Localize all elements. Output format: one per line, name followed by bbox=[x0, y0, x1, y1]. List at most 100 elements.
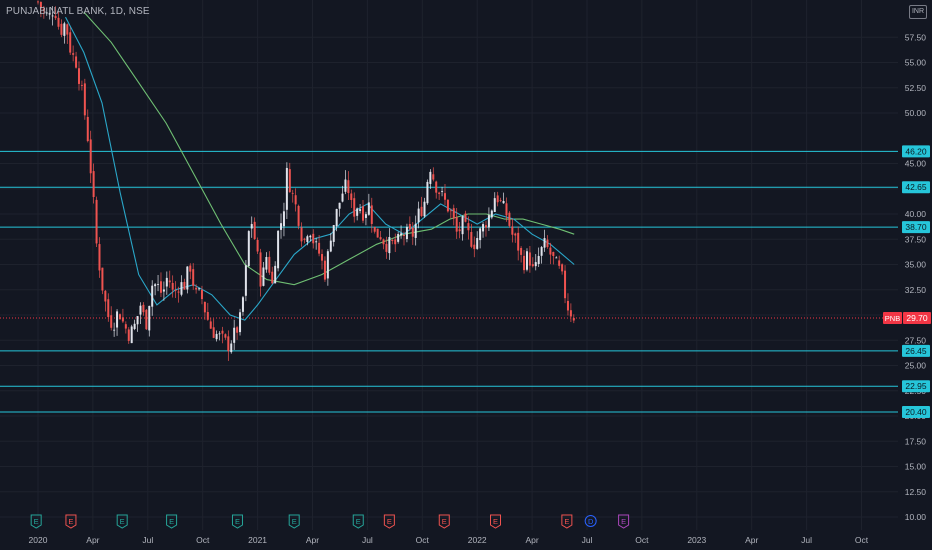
candle-body bbox=[356, 208, 359, 216]
event-label: E bbox=[292, 517, 297, 526]
candle-body bbox=[198, 288, 201, 290]
candle-body bbox=[520, 248, 523, 255]
candle-body bbox=[476, 238, 479, 249]
candle-body bbox=[502, 200, 505, 204]
earnings-marker bbox=[30, 514, 42, 529]
candle-body bbox=[525, 251, 528, 270]
currency-badge[interactable]: INR bbox=[909, 5, 927, 19]
candle-body bbox=[130, 326, 133, 344]
time-tick-label: Jul bbox=[582, 535, 593, 545]
candle-body bbox=[558, 260, 561, 266]
candle-body bbox=[364, 214, 367, 218]
candle-body bbox=[338, 202, 341, 209]
candle-body bbox=[435, 181, 438, 193]
candle-body bbox=[423, 201, 426, 217]
candle-body bbox=[262, 267, 265, 286]
candle-body bbox=[162, 289, 165, 292]
candle-body bbox=[511, 226, 514, 235]
candle-body bbox=[400, 233, 403, 236]
time-tick-label: Oct bbox=[416, 535, 430, 545]
candle-body bbox=[98, 244, 101, 271]
candles bbox=[37, 0, 575, 361]
candle-body bbox=[359, 209, 362, 211]
event-label: E bbox=[169, 517, 174, 526]
candle-body bbox=[379, 237, 382, 240]
event-label: E bbox=[120, 517, 125, 526]
candle-body bbox=[142, 304, 145, 313]
candle-body bbox=[86, 116, 89, 142]
candle-body bbox=[473, 244, 476, 250]
candle-body bbox=[154, 284, 157, 287]
candle-body bbox=[341, 193, 344, 202]
event-earnings: E bbox=[231, 514, 243, 529]
candle-body bbox=[253, 221, 256, 240]
level-tag-label: 38.70 bbox=[905, 222, 927, 232]
candle-body bbox=[42, 8, 45, 11]
candle-body bbox=[241, 297, 244, 312]
level-tag-label: 42.65 bbox=[905, 182, 927, 192]
candle-body bbox=[224, 334, 227, 338]
candle-body bbox=[177, 291, 180, 293]
candle-body bbox=[315, 241, 318, 243]
candle-body bbox=[107, 299, 110, 318]
candle-body bbox=[148, 305, 151, 331]
candle-body bbox=[218, 333, 221, 335]
candle-body bbox=[300, 227, 303, 242]
level-tag bbox=[902, 221, 930, 234]
candle-body bbox=[394, 239, 397, 245]
event-label: E bbox=[235, 517, 240, 526]
event-earnings_neg: E bbox=[383, 514, 395, 529]
candle-body bbox=[332, 225, 335, 242]
candle-body bbox=[233, 327, 236, 343]
candle-body bbox=[92, 171, 95, 198]
dividend-marker bbox=[584, 515, 597, 527]
candle-body bbox=[496, 195, 499, 203]
price-tick-label: 32.50 bbox=[905, 285, 927, 295]
price-tick-label: 57.50 bbox=[905, 32, 927, 42]
candle-body bbox=[180, 282, 183, 295]
candle-body bbox=[206, 312, 209, 320]
earnings-marker bbox=[438, 514, 450, 529]
candle-body bbox=[452, 208, 455, 219]
time-tick-label: Apr bbox=[86, 535, 99, 545]
candle-body bbox=[397, 234, 400, 242]
level-tag-label: 26.45 bbox=[905, 346, 927, 356]
level-tag bbox=[902, 145, 930, 158]
candle-body bbox=[508, 212, 511, 226]
candle-body bbox=[183, 281, 186, 290]
time-tick-label: Apr bbox=[525, 535, 538, 545]
candle-body bbox=[104, 290, 107, 302]
candle-body bbox=[89, 139, 92, 174]
time-tick-label: Jul bbox=[142, 535, 153, 545]
candle-body bbox=[60, 23, 63, 35]
candle-body bbox=[484, 225, 487, 228]
price-tick-label: 40.00 bbox=[905, 209, 927, 219]
candle-body bbox=[540, 247, 543, 256]
candle-body bbox=[157, 284, 160, 285]
candle-body bbox=[285, 167, 288, 210]
level-tag-label: 46.20 bbox=[905, 146, 927, 156]
candle-body bbox=[186, 266, 189, 290]
candle-body bbox=[247, 231, 250, 266]
candle-body bbox=[244, 265, 247, 296]
price-axis[interactable]: 10.0012.5015.0017.5020.0022.5025.0027.50… bbox=[883, 32, 931, 522]
candle-body bbox=[505, 203, 508, 216]
event-earnings_neg: E bbox=[561, 514, 573, 529]
candle-body bbox=[212, 327, 215, 338]
grid bbox=[0, 0, 898, 530]
time-axis[interactable]: 2020 Apr Jul Oct 2021 Apr Jul Oct 2022 Apr Jul Oct 2… bbox=[29, 535, 869, 545]
candle-body bbox=[118, 314, 121, 320]
candle-body bbox=[546, 239, 549, 248]
candle-body bbox=[113, 329, 116, 331]
event-split: E bbox=[618, 514, 630, 529]
time-tick-label: Apr bbox=[745, 535, 758, 545]
candle-body bbox=[203, 301, 206, 313]
candle-body bbox=[385, 243, 388, 252]
candle-body bbox=[259, 252, 262, 287]
candle-body bbox=[482, 224, 485, 232]
candle-body bbox=[564, 270, 567, 299]
candle-body bbox=[490, 210, 493, 218]
time-tick-label: Oct bbox=[855, 535, 869, 545]
